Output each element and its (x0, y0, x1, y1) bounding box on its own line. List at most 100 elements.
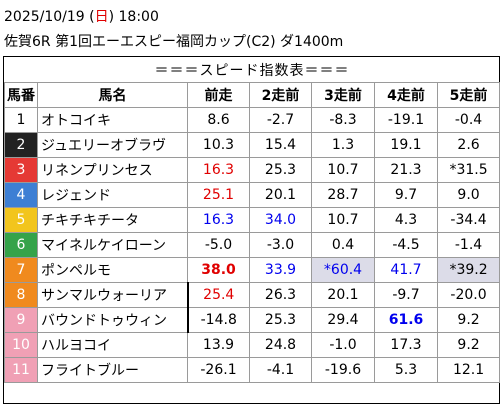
horse-number: 7 (4, 257, 38, 283)
speed-index-value: 16.3 (187, 157, 250, 183)
speed-index-value: 25.1 (187, 182, 250, 208)
horse-name: リネンプリンセス (37, 157, 188, 183)
horse-number: 9 (4, 307, 38, 333)
horse-name: バウンドトゥウィン (37, 307, 189, 333)
horse-name: フライトブルー (37, 357, 188, 383)
horse-number: 3 (4, 157, 38, 183)
col-header-name: 馬名 (37, 82, 188, 108)
horse-name: ハルヨコイ (37, 332, 188, 358)
speed-index-value: -5.0 (187, 232, 250, 258)
speed-index-value: 1.3 (311, 132, 375, 158)
date-prefix: 2025/10/19 ( (4, 9, 95, 25)
horse-number: 4 (4, 182, 38, 208)
speed-index-value: -1.0 (311, 332, 375, 358)
horse-row: 1 オトコイキ 8.6 -2.7 -8.3 -19.1 -0.4 (4, 107, 501, 133)
speed-index-value: 19.1 (374, 132, 438, 158)
speed-index-value: 25.4 (187, 282, 250, 308)
speed-index-value: 25.3 (249, 157, 312, 183)
speed-index-value: -26.1 (187, 357, 250, 383)
speed-index-value: -14.8 (187, 307, 250, 333)
horse-row: 4 レジェンド 25.1 20.1 28.7 9.7 9.0 (4, 182, 501, 208)
speed-index-value: 13.9 (187, 332, 250, 358)
speed-index-value: 20.1 (311, 282, 375, 308)
speed-index-value: 41.7 (374, 257, 438, 283)
horse-number: 1 (4, 107, 38, 133)
horse-name: レジェンド (37, 182, 188, 208)
horse-row: 11 フライトブルー -26.1 -4.1 -19.6 5.3 12.1 (4, 357, 501, 383)
horse-name: チキチキチータ (37, 207, 188, 233)
speed-index-value: 16.3 (187, 207, 250, 233)
horse-row: 5 チキチキチータ 16.3 34.0 10.7 4.3 -34.4 (4, 207, 501, 233)
speed-index-value: 26.3 (249, 282, 312, 308)
speed-index-value: -3.0 (249, 232, 312, 258)
horse-number: 8 (4, 282, 38, 308)
speed-index-value: 10.7 (311, 207, 375, 233)
horse-number: 10 (4, 332, 38, 358)
speed-index-value: *39.2 (436, 257, 501, 283)
table-caption: ＝＝＝スピード指数表＝＝＝ (4, 57, 500, 83)
col-header-last-race: 前走 (187, 82, 250, 108)
date-suffix: ) 18:00 (108, 9, 159, 25)
col-header-number: 馬番 (4, 82, 38, 108)
speed-index-value: -2.7 (249, 107, 312, 133)
speed-index-value: 12.1 (436, 357, 501, 383)
speed-index-value: -4.1 (249, 357, 312, 383)
horse-name: サンマルウォーリア (37, 282, 189, 308)
speed-index-value: -4.5 (374, 232, 438, 258)
speed-index-value: -20.0 (436, 282, 501, 308)
speed-index-value: 8.6 (187, 107, 250, 133)
speed-index-value: 29.4 (311, 307, 375, 333)
speed-index-value: 21.3 (374, 157, 438, 183)
horse-row: 10 ハルヨコイ 13.9 24.8 -1.0 17.3 9.2 (4, 332, 501, 358)
speed-index-value: 9.2 (436, 307, 501, 333)
speed-index-value: 33.9 (249, 257, 312, 283)
speed-index-value: 24.8 (249, 332, 312, 358)
speed-index-value: 28.7 (311, 182, 375, 208)
horse-number: 6 (4, 232, 38, 258)
speed-index-value: -9.7 (374, 282, 438, 308)
speed-index-value: 10.7 (311, 157, 375, 183)
speed-index-value: 25.3 (249, 307, 312, 333)
race-datetime: 2025/10/19 (日) 18:00 (4, 6, 159, 26)
speed-index-value: -19.6 (311, 357, 375, 383)
race-title: 佐賀6R 第1回エーエスピー福岡カップ(C2) ダ1400m (4, 34, 344, 50)
speed-index-value: 38.0 (187, 257, 250, 283)
speed-index-value: 9.0 (436, 182, 501, 208)
speed-index-value: -19.1 (374, 107, 438, 133)
speed-index-table: ＝＝＝スピード指数表＝＝＝ 馬番 馬名 前走 2走前 3走前 4走前 5走前 1… (3, 56, 501, 404)
horse-row: 6 マイネルケイローン -5.0 -3.0 0.4 -4.5 -1.4 (4, 232, 501, 258)
speed-index-value: 61.6 (374, 307, 438, 333)
horse-name: マイネルケイローン (37, 232, 188, 258)
speed-index-value: 20.1 (249, 182, 312, 208)
horse-row: 2 ジュエリーオブラヴ 10.3 15.4 1.3 19.1 2.6 (4, 132, 501, 158)
speed-index-value: -8.3 (311, 107, 375, 133)
col-header-3-races-ago: 3走前 (311, 82, 375, 108)
horse-row: 7 ポンペルモ 38.0 33.9 *60.4 41.7 *39.2 (4, 257, 501, 283)
speed-index-value: *60.4 (311, 257, 375, 283)
speed-index-value: 0.4 (311, 232, 375, 258)
speed-index-value: 9.2 (436, 332, 501, 358)
speed-index-value: 10.3 (187, 132, 250, 158)
horse-name: ポンペルモ (37, 257, 188, 283)
speed-index-value: 15.4 (249, 132, 312, 158)
horse-row: 9 バウンドトゥウィン -14.8 25.3 29.4 61.6 9.2 (4, 307, 501, 333)
horse-number: 2 (4, 132, 38, 158)
speed-index-value: -0.4 (436, 107, 501, 133)
horse-number: 5 (4, 207, 38, 233)
speed-index-value: *31.5 (436, 157, 501, 183)
speed-index-value: 5.3 (374, 357, 438, 383)
speed-index-value: 2.6 (436, 132, 501, 158)
speed-index-value: 9.7 (374, 182, 438, 208)
horse-name: オトコイキ (37, 107, 188, 133)
horse-row: 3 リネンプリンセス 16.3 25.3 10.7 21.3 *31.5 (4, 157, 501, 183)
horse-row: 8 サンマルウォーリア 25.4 26.3 20.1 -9.7 -20.0 (4, 282, 501, 308)
horse-number: 11 (4, 357, 38, 383)
speed-index-value: 34.0 (249, 207, 312, 233)
speed-index-value: 4.3 (374, 207, 438, 233)
col-header-2-races-ago: 2走前 (249, 82, 312, 108)
speed-index-value: -1.4 (436, 232, 501, 258)
horse-name: ジュエリーオブラヴ (37, 132, 188, 158)
col-header-5-races-ago: 5走前 (436, 82, 501, 108)
speed-index-value: -34.4 (436, 207, 501, 233)
col-header-4-races-ago: 4走前 (374, 82, 438, 108)
